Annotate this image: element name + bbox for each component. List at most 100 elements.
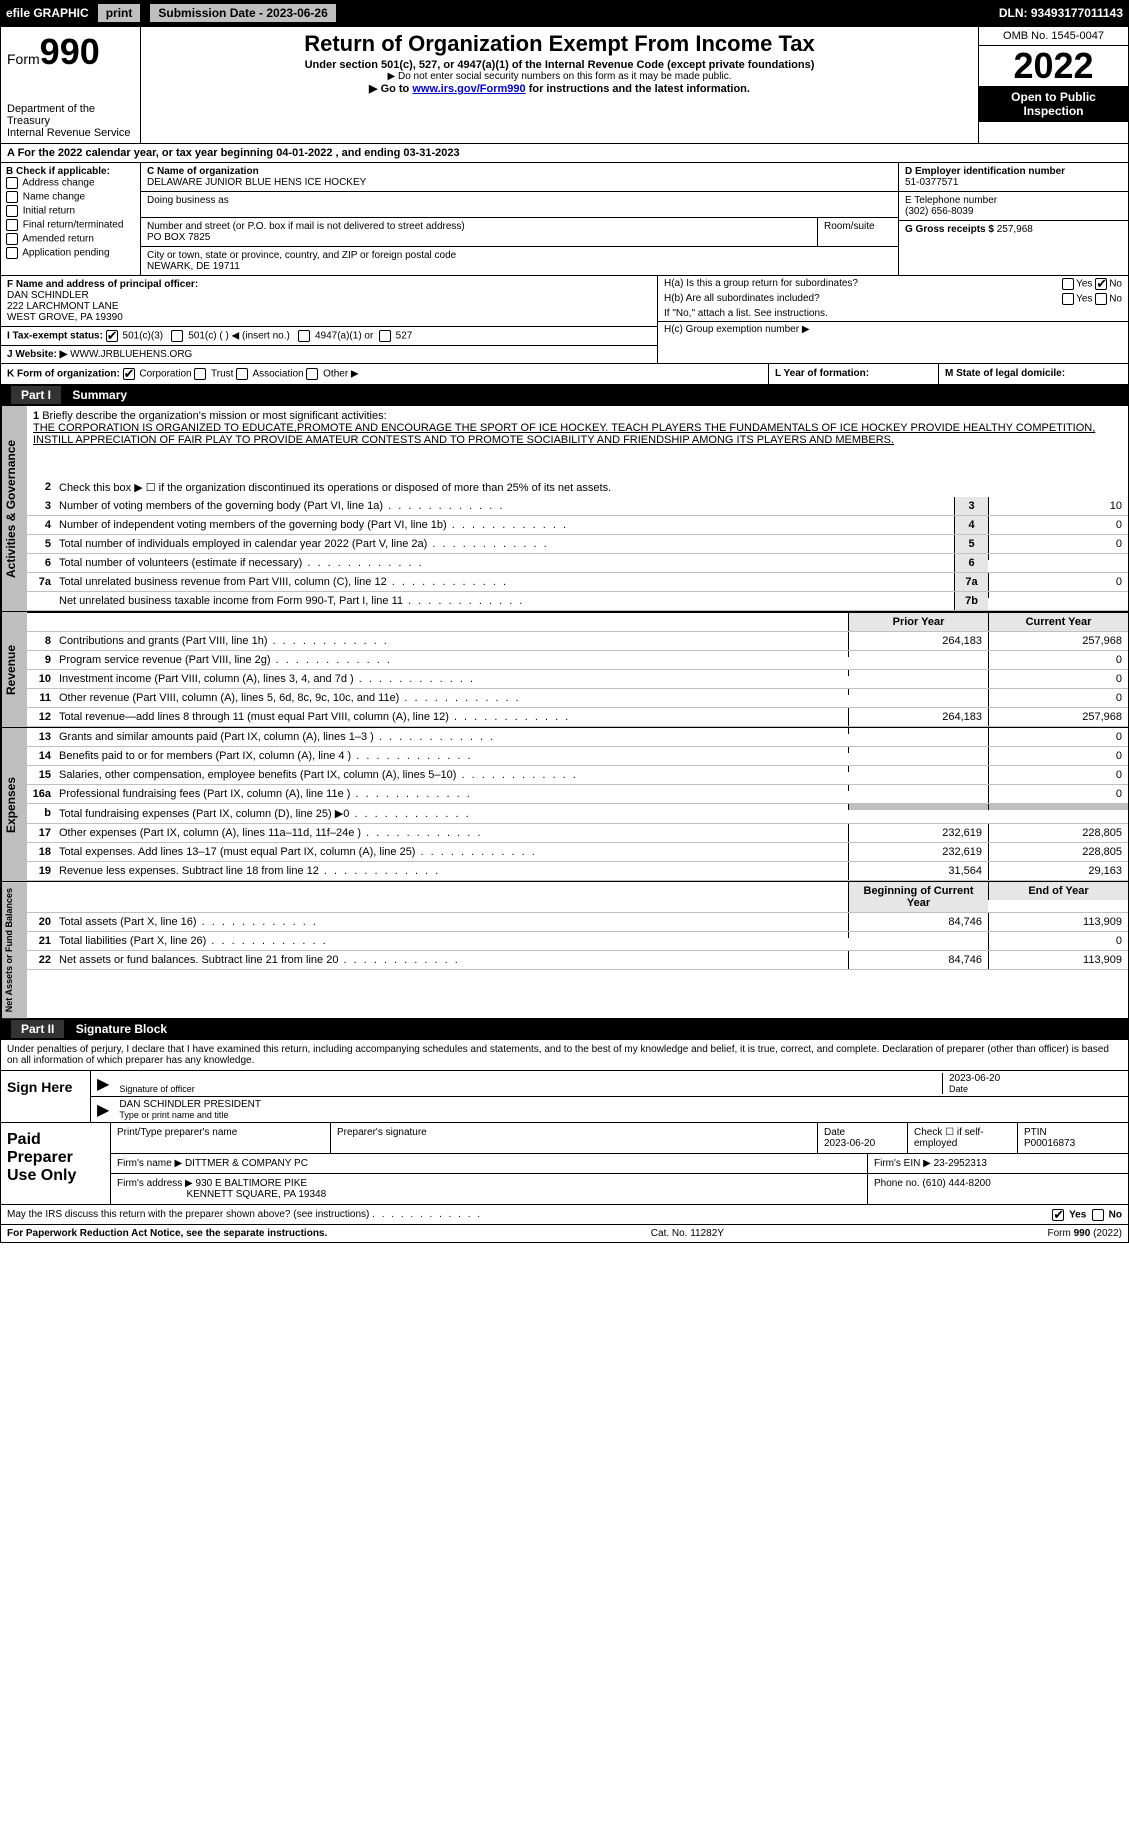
cb-address-change[interactable]: Address change bbox=[6, 177, 135, 189]
cb-ha-yes[interactable] bbox=[1062, 278, 1074, 290]
mission-label: Briefly describe the organization's miss… bbox=[42, 410, 386, 422]
l-label: L Year of formation: bbox=[775, 368, 869, 379]
cb-may-irs-no[interactable] bbox=[1092, 1209, 1104, 1221]
form-number: 990 bbox=[40, 31, 100, 72]
irs-form990-link[interactable]: www.irs.gov/Form990 bbox=[412, 83, 525, 95]
table-row: 16aProfessional fundraising fees (Part I… bbox=[27, 785, 1128, 804]
table-row: 6Total number of volunteers (estimate if… bbox=[27, 554, 1128, 573]
cb-corp[interactable] bbox=[123, 368, 135, 380]
pp-date-value: 2023-06-20 bbox=[824, 1138, 875, 1149]
row-klm: K Form of organization: Corporation Trus… bbox=[0, 364, 1129, 385]
goto-link-row: ▶ Go to www.irs.gov/Form990 for instruct… bbox=[149, 82, 970, 95]
gross-label: G Gross receipts $ bbox=[905, 224, 994, 235]
block-fh: F Name and address of principal officer:… bbox=[0, 276, 1129, 364]
officer-typed-cell: DAN SCHINDLER PRESIDENT Type or print na… bbox=[113, 1099, 1122, 1120]
sidetab-expenses: Expenses bbox=[1, 728, 27, 881]
cb-trust[interactable] bbox=[194, 368, 206, 380]
firm-ein-label: Firm's EIN ▶ bbox=[874, 1158, 931, 1169]
cb-amended-return[interactable]: Amended return bbox=[6, 233, 135, 245]
cb-4947[interactable] bbox=[298, 330, 310, 342]
sig-officer-label: Signature of officer bbox=[119, 1084, 936, 1094]
table-row: 4Number of independent voting members of… bbox=[27, 516, 1128, 535]
officer-sig-cell: Signature of officer bbox=[113, 1084, 942, 1094]
cb-501c3[interactable] bbox=[106, 330, 118, 342]
table-row: 21Total liabilities (Part X, line 26)0 bbox=[27, 932, 1128, 951]
opt-501c: 501(c) ( ) ◀ (insert no.) bbox=[188, 331, 290, 342]
org-name: DELAWARE JUNIOR BLUE HENS ICE HOCKEY bbox=[147, 177, 892, 188]
org-name-label: C Name of organization bbox=[147, 166, 892, 177]
mission-text: THE CORPORATION IS ORGANIZED TO EDUCATE,… bbox=[33, 422, 1122, 446]
section-revenue: Revenue Prior Year Current Year 8Contrib… bbox=[0, 612, 1129, 728]
sig-date-label: Date bbox=[949, 1084, 1116, 1094]
sidetab-activities: Activities & Governance bbox=[1, 406, 27, 611]
signature-block: Under penalties of perjury, I declare th… bbox=[0, 1040, 1129, 1225]
opt-assoc: Association bbox=[252, 369, 303, 380]
city-label: City or town, state or province, country… bbox=[147, 250, 892, 261]
submission-date-button[interactable]: Submission Date - 2023-06-26 bbox=[149, 3, 336, 23]
pp-row-2: Firm's name ▶ DITTMER & COMPANY PC Firm'… bbox=[111, 1154, 1128, 1174]
firm-addr1: 930 E BALTIMORE PIKE bbox=[196, 1178, 308, 1189]
officer-addr2: WEST GROVE, PA 19390 bbox=[7, 312, 123, 323]
cb-527[interactable] bbox=[379, 330, 391, 342]
print-button[interactable]: print bbox=[97, 3, 142, 23]
may-irs-yes: Yes bbox=[1069, 1210, 1086, 1221]
efile-topbar: efile GRAPHIC print Submission Date - 20… bbox=[0, 0, 1129, 26]
firm-phone-cell: Phone no. (610) 444-8200 bbox=[868, 1174, 1128, 1204]
col-b-header: B Check if applicable: bbox=[6, 166, 135, 177]
row-l: L Year of formation: bbox=[768, 364, 938, 384]
officer-addr1: 222 LARCHMONT LANE bbox=[7, 301, 119, 312]
mission-block: 1 Briefly describe the organization's mi… bbox=[27, 406, 1128, 478]
section-activities-governance: Activities & Governance 1 Briefly descri… bbox=[0, 406, 1129, 612]
cb-final-return[interactable]: Final return/terminated bbox=[6, 219, 135, 231]
officer-sig-line: ▶ Signature of officer 2023-06-20 Date bbox=[91, 1071, 1128, 1097]
table-row: 18Total expenses. Add lines 13–17 (must … bbox=[27, 843, 1128, 862]
cb-initial-return[interactable]: Initial return bbox=[6, 205, 135, 217]
sign-here-right: ▶ Signature of officer 2023-06-20 Date ▶… bbox=[91, 1071, 1128, 1122]
opt-4947: 4947(a)(1) or bbox=[315, 331, 373, 342]
cb-application-pending[interactable]: Application pending bbox=[6, 247, 135, 259]
cb-ha-no[interactable] bbox=[1095, 278, 1107, 290]
cb-name-change[interactable]: Name change bbox=[6, 191, 135, 203]
form-subtitle: Under section 501(c), 527, or 4947(a)(1)… bbox=[149, 59, 970, 71]
firm-phone-label: Phone no. bbox=[874, 1178, 920, 1189]
officer-cell: F Name and address of principal officer:… bbox=[1, 276, 657, 327]
address-row: Number and street (or P.O. box if mail i… bbox=[141, 218, 898, 247]
sig-date-cell: 2023-06-20 Date bbox=[942, 1073, 1122, 1094]
firm-addr-cell: Firm's address ▶ 930 E BALTIMORE PIKE KE… bbox=[111, 1174, 868, 1204]
ha-row: H(a) Is this a group return for subordin… bbox=[658, 276, 1128, 291]
type-print-label: Type or print name and title bbox=[119, 1110, 1116, 1120]
arrow-icon-2: ▶ bbox=[97, 1100, 109, 1120]
cb-hb-no[interactable] bbox=[1095, 293, 1107, 305]
gross-value: 257,968 bbox=[997, 224, 1033, 235]
dln-label: DLN: 93493177011143 bbox=[999, 6, 1123, 20]
pp-row-1: Print/Type preparer's name Preparer's si… bbox=[111, 1123, 1128, 1154]
perjury-statement: Under penalties of perjury, I declare th… bbox=[1, 1040, 1128, 1070]
goto-post: for instructions and the latest informat… bbox=[526, 83, 750, 95]
col-f: F Name and address of principal officer:… bbox=[1, 276, 658, 363]
omb-number: OMB No. 1545-0047 bbox=[979, 27, 1128, 46]
hb-row: H(b) Are all subordinates included? Yes … bbox=[658, 291, 1128, 306]
pp-row-3: Firm's address ▶ 930 E BALTIMORE PIKE KE… bbox=[111, 1174, 1128, 1204]
line-2-text: Check this box ▶ ☐ if the organization d… bbox=[55, 478, 1128, 497]
cb-hb-yes[interactable] bbox=[1062, 293, 1074, 305]
part1-header: Part I Summary bbox=[0, 385, 1129, 406]
cb-other[interactable] bbox=[306, 368, 318, 380]
col-current-year: Current Year bbox=[988, 613, 1128, 631]
table-row: 10Investment income (Part VIII, column (… bbox=[27, 670, 1128, 689]
firm-addr-label: Firm's address ▶ bbox=[117, 1178, 193, 1189]
efile-label: efile GRAPHIC bbox=[6, 6, 89, 20]
street-cell: Number and street (or P.O. box if mail i… bbox=[141, 218, 818, 246]
table-row: Net unrelated business taxable income fr… bbox=[27, 592, 1128, 611]
phone-value: (302) 656-8039 bbox=[905, 206, 1122, 217]
pp-sig-label: Preparer's signature bbox=[331, 1123, 818, 1153]
firm-phone-value: (610) 444-8200 bbox=[922, 1178, 990, 1189]
sidetab-revenue: Revenue bbox=[1, 612, 27, 727]
cb-501c[interactable] bbox=[171, 330, 183, 342]
cb-may-irs-yes[interactable] bbox=[1052, 1209, 1064, 1221]
dba-label: Doing business as bbox=[147, 195, 892, 206]
cb-assoc[interactable] bbox=[236, 368, 248, 380]
form-word: Form bbox=[7, 51, 40, 67]
sig-date-value: 2023-06-20 bbox=[949, 1073, 1116, 1084]
table-row: 17Other expenses (Part IX, column (A), l… bbox=[27, 824, 1128, 843]
net-header-row: Beginning of Current Year End of Year bbox=[27, 882, 1128, 913]
